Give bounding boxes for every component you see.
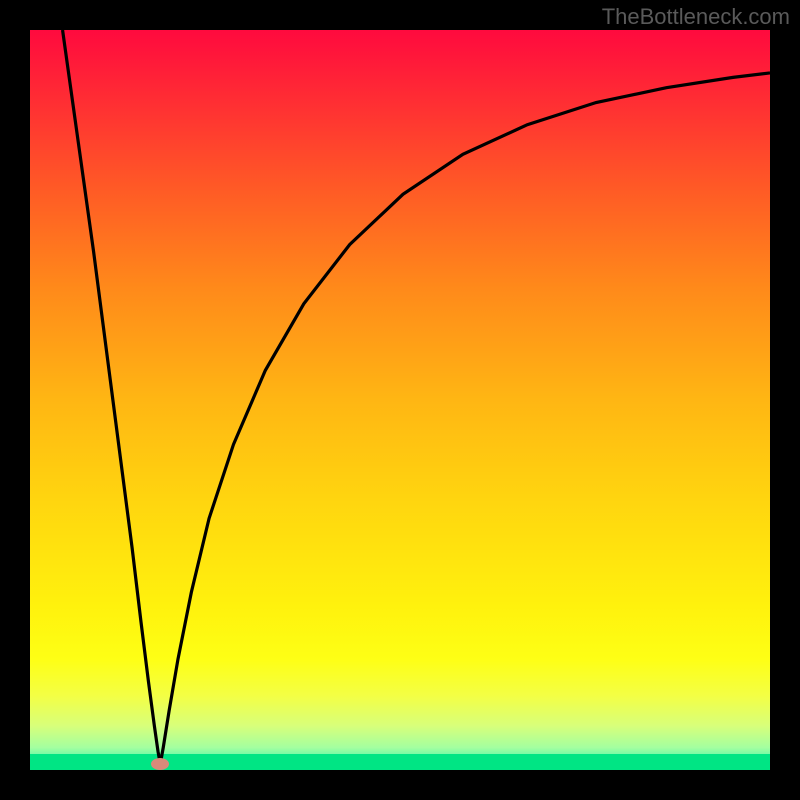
bottleneck-curve bbox=[30, 30, 770, 770]
chart-container: TheBottleneck.com bbox=[0, 0, 800, 800]
curve-right-branch bbox=[160, 73, 770, 764]
curve-left-branch bbox=[63, 30, 161, 764]
plot-area bbox=[30, 30, 770, 770]
watermark-text: TheBottleneck.com bbox=[602, 4, 790, 30]
optimal-point-marker bbox=[151, 758, 169, 770]
